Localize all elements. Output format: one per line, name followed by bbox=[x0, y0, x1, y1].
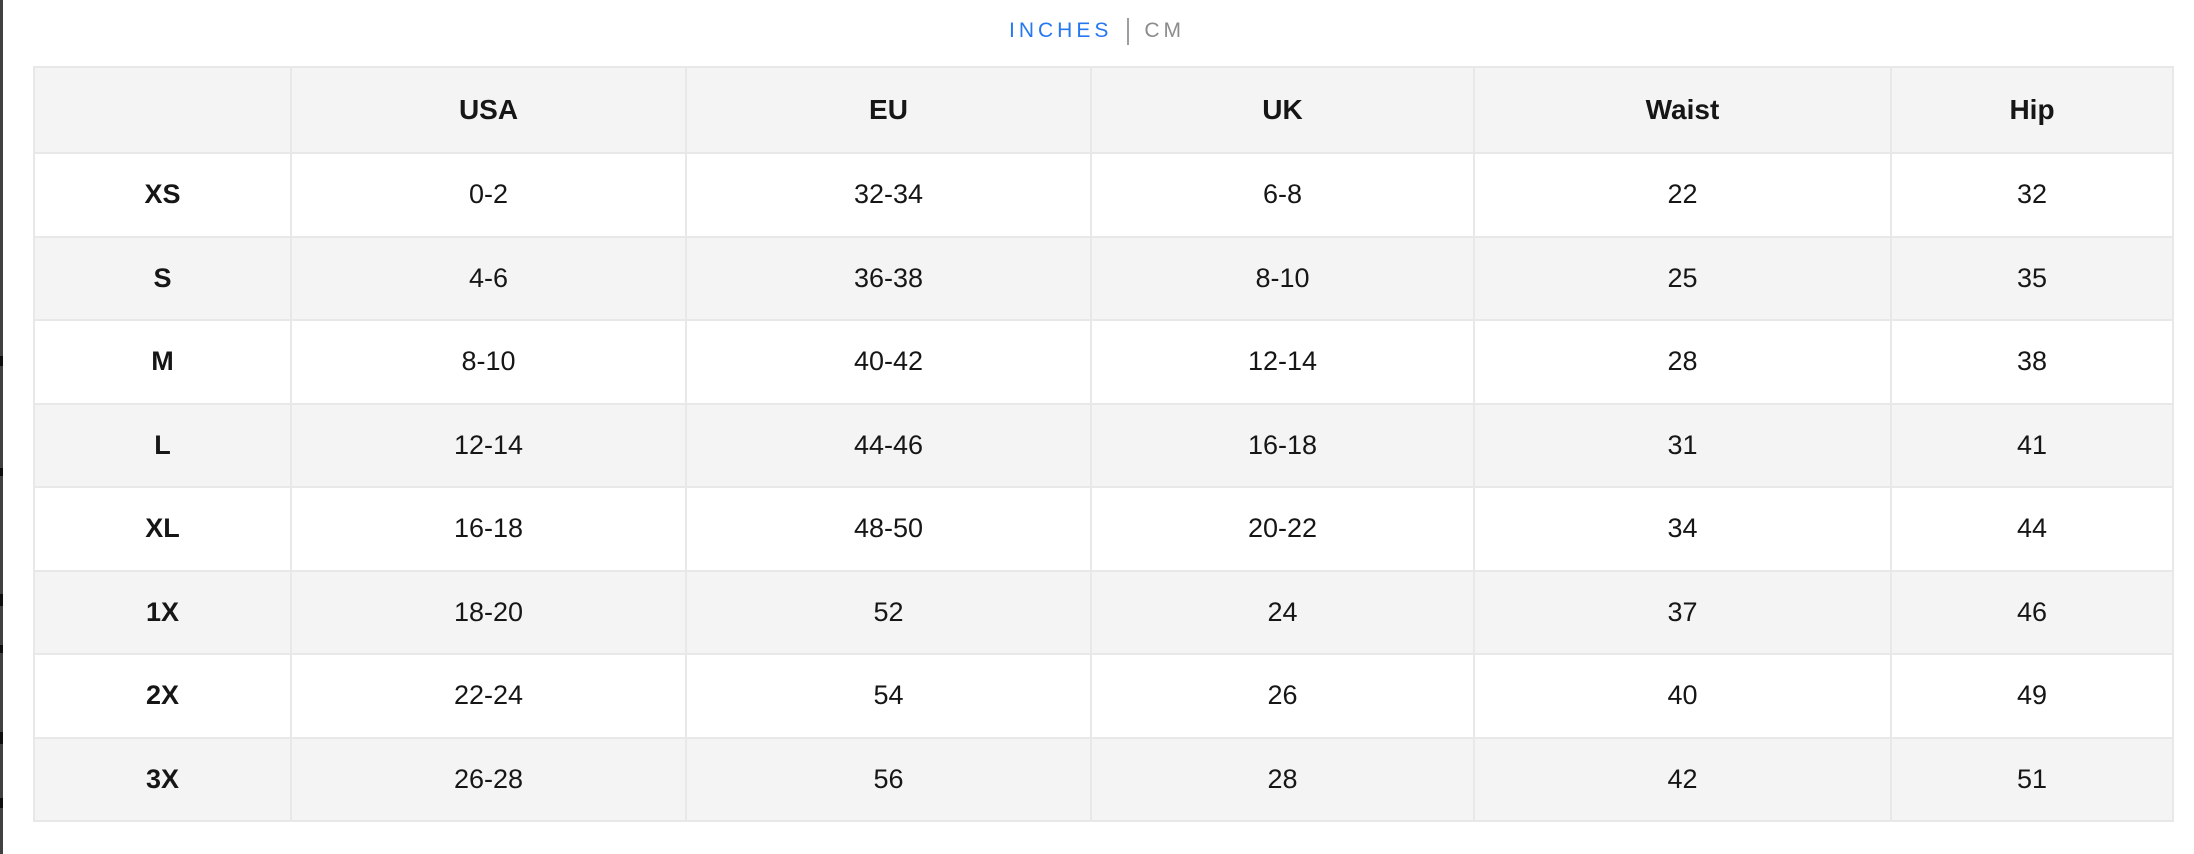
table-cell: 28 bbox=[1090, 736, 1475, 822]
clipped-page-edge bbox=[0, 0, 3, 854]
column-header-eu: EU bbox=[685, 66, 1092, 154]
table-cell: 0-2 bbox=[290, 152, 687, 238]
table-cell: 22 bbox=[1473, 152, 1892, 238]
table-cell: 52 bbox=[685, 569, 1092, 655]
unit-toggle: INCHES CM bbox=[0, 12, 2194, 50]
edge-notch bbox=[0, 732, 3, 744]
table-cell: 25 bbox=[1473, 235, 1892, 321]
column-header-uk: UK bbox=[1090, 66, 1475, 154]
table-cell: 32-34 bbox=[685, 152, 1092, 238]
unit-toggle-inches[interactable]: INCHES bbox=[1008, 19, 1113, 42]
table-cell: 49 bbox=[1890, 653, 2174, 739]
table-cell: 36-38 bbox=[685, 235, 1092, 321]
table-row-xs: XS 0-2 32-34 6-8 22 32 bbox=[33, 152, 2174, 238]
table-cell: 24 bbox=[1090, 569, 1475, 655]
table-cell: 44 bbox=[1890, 486, 2174, 572]
edge-notch bbox=[0, 356, 3, 366]
table-row-m: M 8-10 40-42 12-14 28 38 bbox=[33, 319, 2174, 405]
row-size-label: 2X bbox=[33, 653, 292, 739]
table-cell: 6-8 bbox=[1090, 152, 1475, 238]
table-cell: 42 bbox=[1473, 736, 1892, 822]
table-cell: 4-6 bbox=[290, 235, 687, 321]
table-cell: 20-22 bbox=[1090, 486, 1475, 572]
edge-notch bbox=[0, 468, 3, 476]
table-cell: 44-46 bbox=[685, 402, 1092, 488]
row-size-label: S bbox=[33, 235, 292, 321]
header-row: USA EU UK Waist Hip bbox=[33, 66, 2174, 154]
table-cell: 8-10 bbox=[290, 319, 687, 405]
table-cell: 34 bbox=[1473, 486, 1892, 572]
table-row-2x: 2X 22-24 54 26 40 49 bbox=[33, 653, 2174, 739]
table-row-l: L 12-14 44-46 16-18 31 41 bbox=[33, 402, 2174, 488]
table-row-1x: 1X 18-20 52 24 37 46 bbox=[33, 569, 2174, 655]
row-size-label: XS bbox=[33, 152, 292, 238]
table-cell: 35 bbox=[1890, 235, 2174, 321]
table-cell: 38 bbox=[1890, 319, 2174, 405]
row-size-label: XL bbox=[33, 486, 292, 572]
column-header-usa: USA bbox=[290, 66, 687, 154]
row-size-label: M bbox=[33, 319, 292, 405]
table-cell: 12-14 bbox=[290, 402, 687, 488]
table-cell: 40-42 bbox=[685, 319, 1092, 405]
table-row-s: S 4-6 36-38 8-10 25 35 bbox=[33, 235, 2174, 321]
table-cell: 26 bbox=[1090, 653, 1475, 739]
table-cell: 12-14 bbox=[1090, 319, 1475, 405]
table-cell: 32 bbox=[1890, 152, 2174, 238]
edge-notch bbox=[0, 594, 3, 606]
table-cell: 28 bbox=[1473, 319, 1892, 405]
table-cell: 56 bbox=[685, 736, 1092, 822]
unit-toggle-cm[interactable]: CM bbox=[1144, 19, 1186, 42]
column-header-hip: Hip bbox=[1890, 66, 2174, 154]
table-row-3x: 3X 26-28 56 28 42 51 bbox=[33, 736, 2174, 822]
table-cell: 37 bbox=[1473, 569, 1892, 655]
row-size-label: L bbox=[33, 402, 292, 488]
table-cell: 41 bbox=[1890, 402, 2174, 488]
column-header-waist: Waist bbox=[1473, 66, 1892, 154]
row-size-label: 1X bbox=[33, 569, 292, 655]
unit-toggle-divider bbox=[1127, 17, 1130, 45]
column-header-blank bbox=[33, 66, 292, 154]
table-cell: 51 bbox=[1890, 736, 2174, 822]
table-cell: 22-24 bbox=[290, 653, 687, 739]
table-row-xl: XL 16-18 48-50 20-22 34 44 bbox=[33, 486, 2174, 572]
table-cell: 26-28 bbox=[290, 736, 687, 822]
table-cell: 8-10 bbox=[1090, 235, 1475, 321]
table-cell: 16-18 bbox=[1090, 402, 1475, 488]
row-size-label: 3X bbox=[33, 736, 292, 822]
table-cell: 46 bbox=[1890, 569, 2174, 655]
table-cell: 16-18 bbox=[290, 486, 687, 572]
edge-notch bbox=[0, 798, 3, 808]
table-cell: 48-50 bbox=[685, 486, 1092, 572]
edge-notch bbox=[0, 645, 3, 653]
table-cell: 18-20 bbox=[290, 569, 687, 655]
table-cell: 54 bbox=[685, 653, 1092, 739]
table-cell: 31 bbox=[1473, 402, 1892, 488]
table-cell: 40 bbox=[1473, 653, 1892, 739]
size-chart-table: USA EU UK Waist Hip XS 0-2 32-34 6-8 22 … bbox=[33, 66, 2174, 822]
